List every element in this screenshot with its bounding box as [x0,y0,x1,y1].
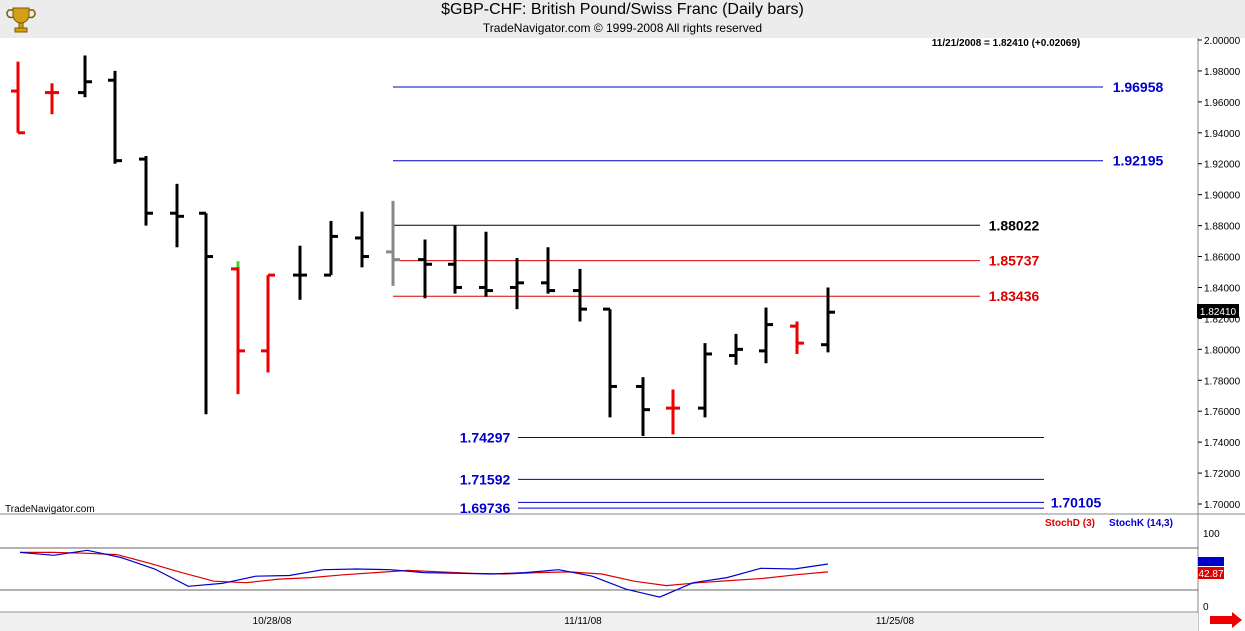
ohlc-bar [355,211,369,268]
y-tick-label: 1.90000 [1204,191,1241,202]
x-tick-label: 11/11/08 [564,616,602,627]
ohlc-bar [261,273,275,373]
level-label: 1.69736 [460,500,511,516]
y-tick-label: 1.84000 [1204,283,1241,294]
ohlc-bar [698,343,712,418]
chart-subtitle: TradeNavigator.com © 1999-2008 All right… [482,21,763,35]
ohlc-bar [78,55,92,98]
ohlc-bar [170,183,184,248]
scroll-right-arrow-icon[interactable] [1210,612,1242,628]
stochd-value-box [1198,567,1224,579]
ohlc-bar [45,83,59,115]
x-tick-label: 10/28/08 [253,616,292,627]
watermark-label: TradeNavigator.com [5,504,95,515]
ohlc-bar [666,389,680,435]
ohlc-bar [418,239,432,299]
ohlc-bar [573,268,587,322]
y-tick-label: 1.80000 [1204,345,1241,356]
ohlc-bar [231,261,245,395]
ohlc-bar [759,307,773,364]
price-panel [0,38,1198,514]
y-axis-ticks: 2.00000 1.98000 1.96000 1.94000 1.92000 1.900… [1198,36,1241,511]
ohlc-bar [448,225,462,294]
ohlc-bar [729,333,743,365]
y-axis-area [1198,38,1245,631]
trophy-logo-icon [6,7,36,33]
y-tick-label: 1.92000 [1204,160,1241,171]
level-label: 1.88022 [989,217,1040,233]
y-tick-label: 1.78000 [1204,376,1241,387]
level-label: 1.85737 [989,253,1040,269]
ohlc-bar [479,231,493,297]
chart-header: $GBP-CHF: British Pound/Swiss Franc (Dai… [0,0,1245,39]
level-label: 1.92195 [1113,153,1164,169]
y-tick-label: 1.98000 [1204,67,1241,78]
ohlc-bar [603,307,617,418]
ohlc-bar [541,247,555,294]
ohlc-bar [11,61,25,135]
ohlc-bar [790,321,804,354]
stoch-last-value: 42.87 [1198,569,1223,580]
price-levels: 1.96958 1.92195 1.88022 1.85737 1.83436 1.742… [393,79,1164,516]
y-tick-label: 2.00000 [1204,36,1241,47]
last-price-label: 1.82410 [1200,307,1237,318]
ohlc-bar [139,156,153,226]
ohlc-bar [199,211,213,415]
stoch-series-line [19,549,829,598]
level-label: 1.71592 [460,471,511,487]
legend-stochd: StochD (3) [1045,518,1095,529]
level-label: 1.96958 [1113,79,1164,95]
y-tick-label: 1.82000 [1204,314,1241,325]
y-tick-label: 1.76000 [1204,407,1241,418]
y-tick-label: 1.88000 [1204,222,1241,233]
x-tick-label: 11/25/08 [876,616,915,627]
chart-title: $GBP-CHF: British Pound/Swiss Franc (Dai… [441,1,804,18]
y-tick-label: 1.94000 [1204,129,1241,140]
y-tick-label: 1.96000 [1204,98,1241,109]
y-tick-label: 1.74000 [1204,438,1241,449]
ohlc-bar [386,200,400,286]
ohlc-bar [293,245,307,300]
stoch-tick-100: 100 [1203,529,1220,540]
last-price-box [1197,304,1239,318]
ohlc-bar [636,377,650,436]
ohlc-bar [108,70,122,164]
level-label: 1.83436 [989,288,1040,304]
ohlc-bars [11,55,835,436]
y-tick-label: 1.72000 [1204,469,1241,480]
level-label: 1.70105 [1051,494,1102,510]
level-label: 1.74297 [460,430,511,446]
ohlc-bar [324,220,338,277]
y-tick-label: 1.70000 [1204,500,1241,511]
ohlc-bar [821,287,835,353]
stoch-lines [19,549,829,598]
x-axis-area [0,613,1198,631]
ohlc-bar [510,258,524,310]
stochk-value-box [1198,557,1224,566]
price-readout: 11/21/2008 = 1.82410 (+0.02069) [932,38,1080,49]
legend-stochk: StochK (14,3) [1109,518,1173,529]
y-tick-label: 1.86000 [1204,253,1241,264]
stoch-tick-0: 0 [1203,602,1209,613]
